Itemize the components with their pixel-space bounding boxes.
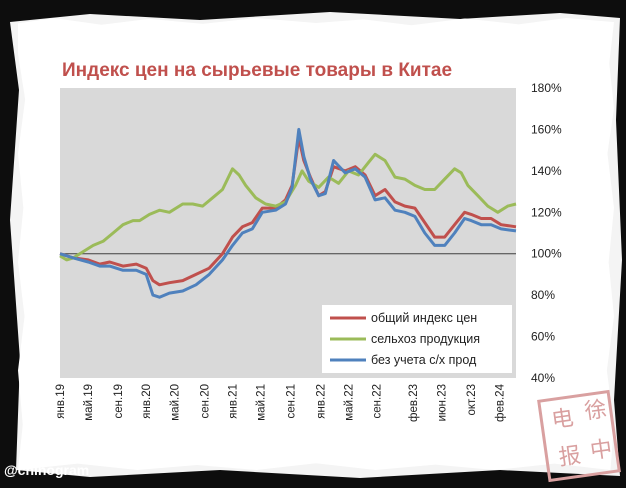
- x-tick-label: окт.23: [466, 384, 478, 416]
- stamp-char: 电: [550, 406, 575, 434]
- stamp-char: 报: [557, 443, 582, 471]
- stamp-border: [537, 389, 621, 483]
- y-tick-label: 100%: [531, 247, 562, 261]
- x-tick-label: июн.23: [436, 384, 448, 421]
- y-tick-label: 40%: [531, 371, 555, 385]
- legend-label: без учета с/х прод: [371, 353, 477, 367]
- x-tick-label: янв.19: [55, 384, 67, 419]
- x-tick-label: сен.19: [113, 384, 125, 418]
- seal-stamp: 电报 中徐: [537, 389, 621, 483]
- x-tick-label: май.19: [83, 384, 95, 421]
- y-tick-label: 80%: [531, 288, 555, 302]
- x-tick-label: сен.20: [199, 384, 211, 418]
- stamp-char: 徐: [583, 397, 608, 425]
- x-tick-label: янв.20: [141, 384, 153, 419]
- x-tick-label: сен.21: [285, 384, 297, 418]
- x-tick-label: фев.23: [408, 384, 420, 422]
- x-tick-label: сен.22: [372, 384, 384, 418]
- y-tick-label: 140%: [531, 164, 562, 178]
- chart-title: Индекс цен на сырьевые товары в Китае: [62, 60, 452, 81]
- x-tick-label: янв.22: [315, 384, 327, 419]
- stamp-char: 中: [589, 437, 614, 465]
- x-tick-label: фев.24: [494, 383, 506, 422]
- channel-watermark: @chinogram: [4, 462, 90, 478]
- x-tick-label: май.22: [344, 384, 356, 421]
- x-tick-label: янв.21: [227, 384, 239, 419]
- y-tick-label: 160%: [531, 122, 562, 136]
- y-tick-label: 180%: [531, 81, 562, 95]
- legend-label: сельхоз продукция: [371, 332, 480, 346]
- x-tick-label: май.20: [169, 384, 181, 421]
- y-tick-label: 60%: [531, 330, 555, 344]
- x-tick-label: май.21: [256, 384, 268, 421]
- legend-label: общий индекс цен: [371, 311, 477, 325]
- series-line-3: [59, 127, 517, 299]
- y-tick-label: 120%: [531, 205, 562, 219]
